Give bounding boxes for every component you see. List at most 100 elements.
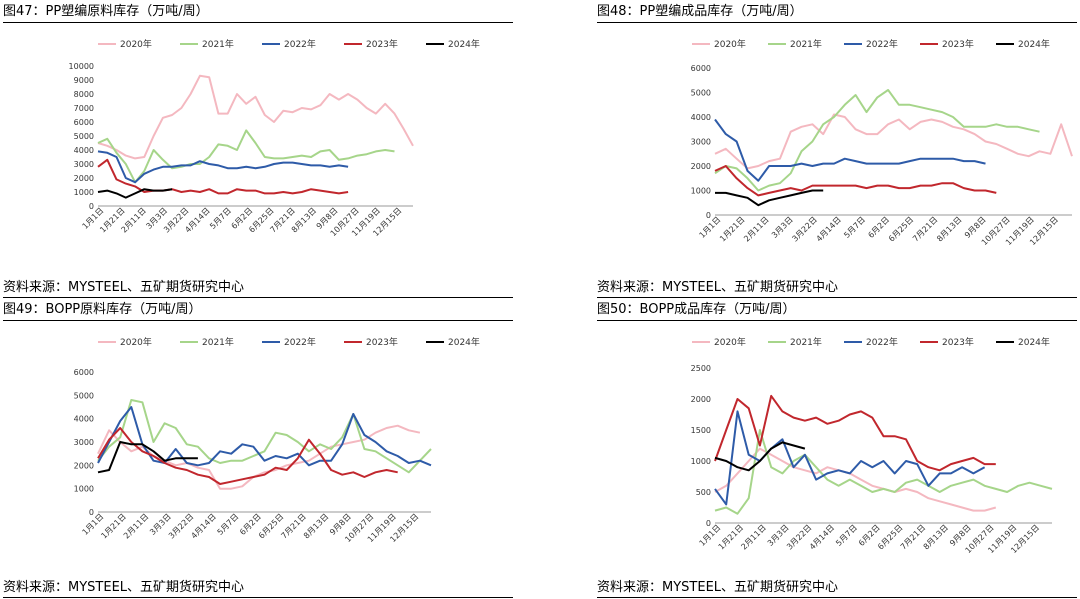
y-tick-label: 4000 — [74, 415, 94, 424]
y-tick-label: 1000 — [691, 457, 711, 466]
y-tick-label: 6000 — [691, 64, 711, 73]
chart-title: 图48：PP塑编成品库存（万吨/周） — [597, 2, 1077, 23]
y-tick-label: 1500 — [691, 426, 711, 435]
chart-panel-bopp-raw: 图49：BOPP原料库存（万吨/周） 0 1000 2000 3000 4000 5000… — [3, 300, 513, 599]
y-tick-label: 4000 — [691, 113, 711, 122]
y-tick-label: 0 — [706, 211, 711, 220]
line-chart: 01000200030004000500060001月1日1月21日2月11日3… — [74, 336, 480, 544]
series-line-4 — [715, 189, 824, 207]
y-tick-label: 2000 — [691, 395, 711, 404]
legend-label: 2022年 — [284, 336, 316, 348]
legend-label: 2024年 — [1018, 336, 1050, 348]
series-line-0 — [714, 447, 997, 512]
legend-label: 2024年 — [448, 38, 480, 50]
x-tick-label: 7月21日 — [911, 215, 939, 243]
legend-label: 2020年 — [120, 38, 152, 50]
series-line-1 — [97, 399, 432, 474]
x-tick-label: 5月7日 — [216, 512, 241, 537]
x-tick-label: 4月14日 — [808, 523, 836, 551]
y-tick-label: 1000 — [691, 187, 711, 196]
series-line-3 — [714, 394, 996, 472]
x-tick-label: 2月11日 — [739, 523, 767, 551]
series-line-1 — [714, 89, 1040, 192]
legend-label: 2024年 — [1018, 38, 1050, 50]
y-tick-label: 5000 — [691, 89, 711, 98]
y-tick-label: 6000 — [74, 368, 94, 377]
x-tick-label: 5月7日 — [842, 215, 867, 240]
y-tick-label: 7000 — [74, 104, 94, 113]
legend-label: 2021年 — [790, 38, 822, 50]
chart-panel-bopp-finished: 图50：BOPP成品库存（万吨/周） 0 500 1000 1500 2000 2500 1… — [597, 300, 1077, 599]
series-line-2 — [97, 150, 349, 184]
legend-label: 2023年 — [942, 38, 974, 50]
chart-panel-pp-raw: 图47：PP塑编原料库存（万吨/周） 0 1000 2000 3000 4000 5000… — [3, 2, 513, 298]
x-tick-label: 5月7日 — [834, 523, 859, 548]
y-tick-label: 0 — [89, 202, 94, 211]
y-tick-label: 3000 — [74, 160, 94, 169]
series-line-3 — [97, 158, 349, 195]
x-tick-label: 6月25日 — [887, 215, 915, 243]
y-tick-label: 1000 — [74, 188, 94, 197]
y-tick-label: 2500 — [691, 364, 711, 373]
chart-source: 资料来源：MYSTEEL、五矿期货研究中心 — [3, 579, 513, 598]
y-tick-label: 9000 — [74, 76, 94, 85]
line-chart: 050010001500200025001月1日1月21日2月11日3月3日3月… — [691, 336, 1053, 555]
chart-title: 图49：BOPP原料库存（万吨/周） — [3, 300, 513, 321]
y-tick-label: 3000 — [74, 438, 94, 447]
series-line-1 — [714, 429, 1053, 515]
legend-label: 2024年 — [448, 336, 480, 348]
chart-title: 图47：PP塑编原料库存（万吨/周） — [3, 2, 513, 23]
chart-title: 图50：BOPP成品库存（万吨/周） — [597, 300, 1077, 321]
y-tick-label: 8000 — [74, 90, 94, 99]
x-tick-label: 8月13日 — [922, 523, 950, 551]
chart-source: 资料来源：MYSTEEL、五矿期货研究中心 — [3, 279, 513, 298]
series-line-1 — [97, 129, 395, 184]
y-tick-label: 5000 — [74, 391, 94, 400]
series-line-0 — [97, 74, 414, 160]
y-tick-label: 3000 — [691, 138, 711, 147]
legend-label: 2022年 — [866, 38, 898, 50]
legend-label: 2022年 — [284, 38, 316, 50]
series-line-3 — [714, 165, 997, 197]
legend-label: 2021年 — [202, 336, 234, 348]
y-tick-label: 4000 — [74, 146, 94, 155]
y-tick-label: 2000 — [74, 174, 94, 183]
y-tick-label: 0 — [89, 508, 94, 517]
x-tick-label: 8月13日 — [302, 512, 330, 540]
x-tick-label: 2月11日 — [742, 215, 770, 243]
y-tick-label: 6000 — [74, 118, 94, 127]
series-line-4 — [97, 441, 198, 474]
series-line-4 — [714, 441, 806, 472]
y-tick-label: 500 — [696, 488, 711, 497]
chart-source: 资料来源：MYSTEEL、五矿期货研究中心 — [597, 279, 1077, 298]
x-tick-label: 4月14日 — [189, 512, 217, 540]
x-tick-label: 2月11日 — [122, 512, 150, 540]
x-tick-label: 3月22日 — [790, 215, 818, 243]
legend-label: 2023年 — [942, 336, 974, 348]
y-tick-label: 2000 — [74, 461, 94, 470]
legend-label: 2022年 — [866, 336, 898, 348]
y-tick-label: 10000 — [69, 62, 94, 71]
x-tick-label: 1月21日 — [718, 215, 746, 243]
series-line-2 — [97, 406, 432, 467]
y-tick-label: 0 — [706, 519, 711, 528]
legend-label: 2020年 — [714, 38, 746, 50]
x-tick-label: 4月14日 — [815, 215, 843, 243]
y-tick-label: 5000 — [74, 132, 94, 141]
legend-label: 2020年 — [120, 336, 152, 348]
legend-label: 2020年 — [714, 336, 746, 348]
legend-label: 2021年 — [202, 38, 234, 50]
x-tick-label: 8月13日 — [935, 215, 963, 243]
legend-label: 2023年 — [366, 38, 398, 50]
chart-panel-pp-finished: 图48：PP塑编成品库存（万吨/周） 0 1000 2000 3000 4000 5000… — [597, 2, 1077, 298]
series-line-4 — [97, 188, 173, 199]
chart-source: 资料来源：MYSTEEL、五矿期货研究中心 — [597, 579, 1077, 598]
series-line-0 — [714, 113, 1073, 170]
line-chart: 0 1000 2000 3000 4000 5000 6000 7000 8000 9000 100… — [69, 38, 480, 238]
series-line-3 — [97, 427, 398, 485]
series-line-0 — [97, 424, 421, 490]
legend-label: 2021年 — [790, 336, 822, 348]
y-tick-label: 2000 — [691, 162, 711, 171]
y-tick-label: 1000 — [74, 485, 94, 494]
